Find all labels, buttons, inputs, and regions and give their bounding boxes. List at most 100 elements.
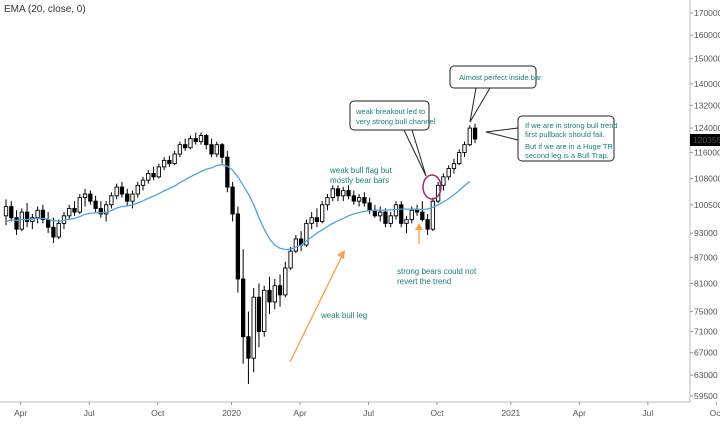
candle-body <box>151 173 156 178</box>
x-tick-label: 2020 <box>222 408 241 418</box>
candle <box>14 210 19 236</box>
candle <box>420 201 425 222</box>
bears-text-1: strong bears could not <box>397 267 477 276</box>
candle <box>288 247 293 271</box>
candle <box>378 206 383 222</box>
candle <box>219 143 225 164</box>
y-tick-label: 67000 <box>694 348 718 358</box>
candle-body <box>51 226 56 238</box>
candle-body <box>82 193 88 199</box>
candle <box>472 123 478 144</box>
candle-body <box>341 190 346 197</box>
candle <box>430 197 436 232</box>
candle-body <box>430 200 436 230</box>
candle-body <box>204 135 209 146</box>
candle <box>356 194 362 207</box>
x-tick-label: Oct <box>710 408 720 418</box>
candle-body <box>183 144 188 149</box>
bull-leg-text: weak bull leg <box>320 311 367 320</box>
candle <box>414 204 420 216</box>
candle-body <box>109 195 114 206</box>
candle <box>172 150 177 166</box>
candles <box>3 123 478 384</box>
candle <box>103 201 109 222</box>
candle-body <box>235 213 241 280</box>
candle-body <box>125 193 130 202</box>
candle <box>183 138 188 151</box>
flag-text-1: weak bull flag but <box>329 166 393 175</box>
candle-body <box>367 202 372 211</box>
candle-body <box>161 159 167 168</box>
candle-body <box>351 195 356 202</box>
candle <box>272 278 277 310</box>
candle <box>367 197 372 214</box>
candle <box>146 170 151 184</box>
candle <box>77 194 82 214</box>
trend-text-3: But if we are in a Huge TR, <box>525 142 615 151</box>
candle <box>372 204 378 218</box>
candle-body <box>409 209 414 221</box>
candle <box>277 274 283 307</box>
candle-body <box>404 219 409 224</box>
x-tick-label: Apr <box>293 408 306 418</box>
candle-body <box>103 204 109 215</box>
candle <box>325 194 330 211</box>
candle-body <box>14 217 19 230</box>
candle <box>335 185 341 202</box>
bears-arrow <box>415 223 423 244</box>
candle <box>93 195 98 213</box>
candle-body <box>172 153 177 165</box>
y-tick-label: 75000 <box>694 307 718 317</box>
candle <box>40 204 46 224</box>
candle-body <box>130 193 135 202</box>
candle <box>193 132 198 145</box>
candle <box>209 138 214 158</box>
y-tick-label: 100500 <box>694 200 720 210</box>
trend-text-2: first pullback should fail. <box>525 130 605 139</box>
candle-body <box>267 289 272 303</box>
candle <box>88 190 93 205</box>
candle-body <box>277 285 283 296</box>
candle <box>225 150 230 193</box>
candle-body <box>399 204 404 224</box>
inside-bar-callout: Almost perfect inside bar <box>449 65 542 123</box>
x-tick-label: Oct <box>430 408 444 418</box>
candle <box>341 187 346 202</box>
y-tick-label: 63000 <box>694 370 718 380</box>
y-tick-label: 71000 <box>694 327 718 337</box>
candle-body <box>441 176 446 186</box>
candle <box>393 201 399 220</box>
candle <box>67 204 72 220</box>
candle-body <box>246 336 251 359</box>
candle-body <box>251 296 256 359</box>
candle-body <box>446 168 451 178</box>
candle <box>383 208 388 228</box>
candle-body <box>209 144 214 155</box>
candle <box>330 185 335 202</box>
candle-body <box>225 156 230 188</box>
candle-body <box>383 211 388 224</box>
candle-body <box>309 217 314 224</box>
candle <box>167 155 172 167</box>
candle <box>9 201 14 222</box>
x-tick-label: Apr <box>573 408 586 418</box>
candle-body <box>167 159 172 165</box>
candle <box>72 201 77 216</box>
candle <box>151 166 156 181</box>
candle-body <box>24 211 30 222</box>
y-tick-label: 150000 <box>694 54 720 64</box>
x-tick-label: 2021 <box>501 408 520 418</box>
candle <box>230 181 235 222</box>
candle-body <box>177 144 183 155</box>
candle-body <box>193 138 198 143</box>
candle <box>399 201 404 228</box>
candle-body <box>320 204 325 222</box>
y-axis: 59500 63000 67000 71000 75000 81000 87000 93000… <box>690 8 720 401</box>
candle <box>283 261 288 298</box>
x-tick-label: Apr <box>14 408 27 418</box>
candle-body <box>420 211 425 221</box>
candle <box>109 192 114 209</box>
candle <box>24 202 30 228</box>
candle-body <box>198 135 204 143</box>
candle-body <box>325 197 330 206</box>
